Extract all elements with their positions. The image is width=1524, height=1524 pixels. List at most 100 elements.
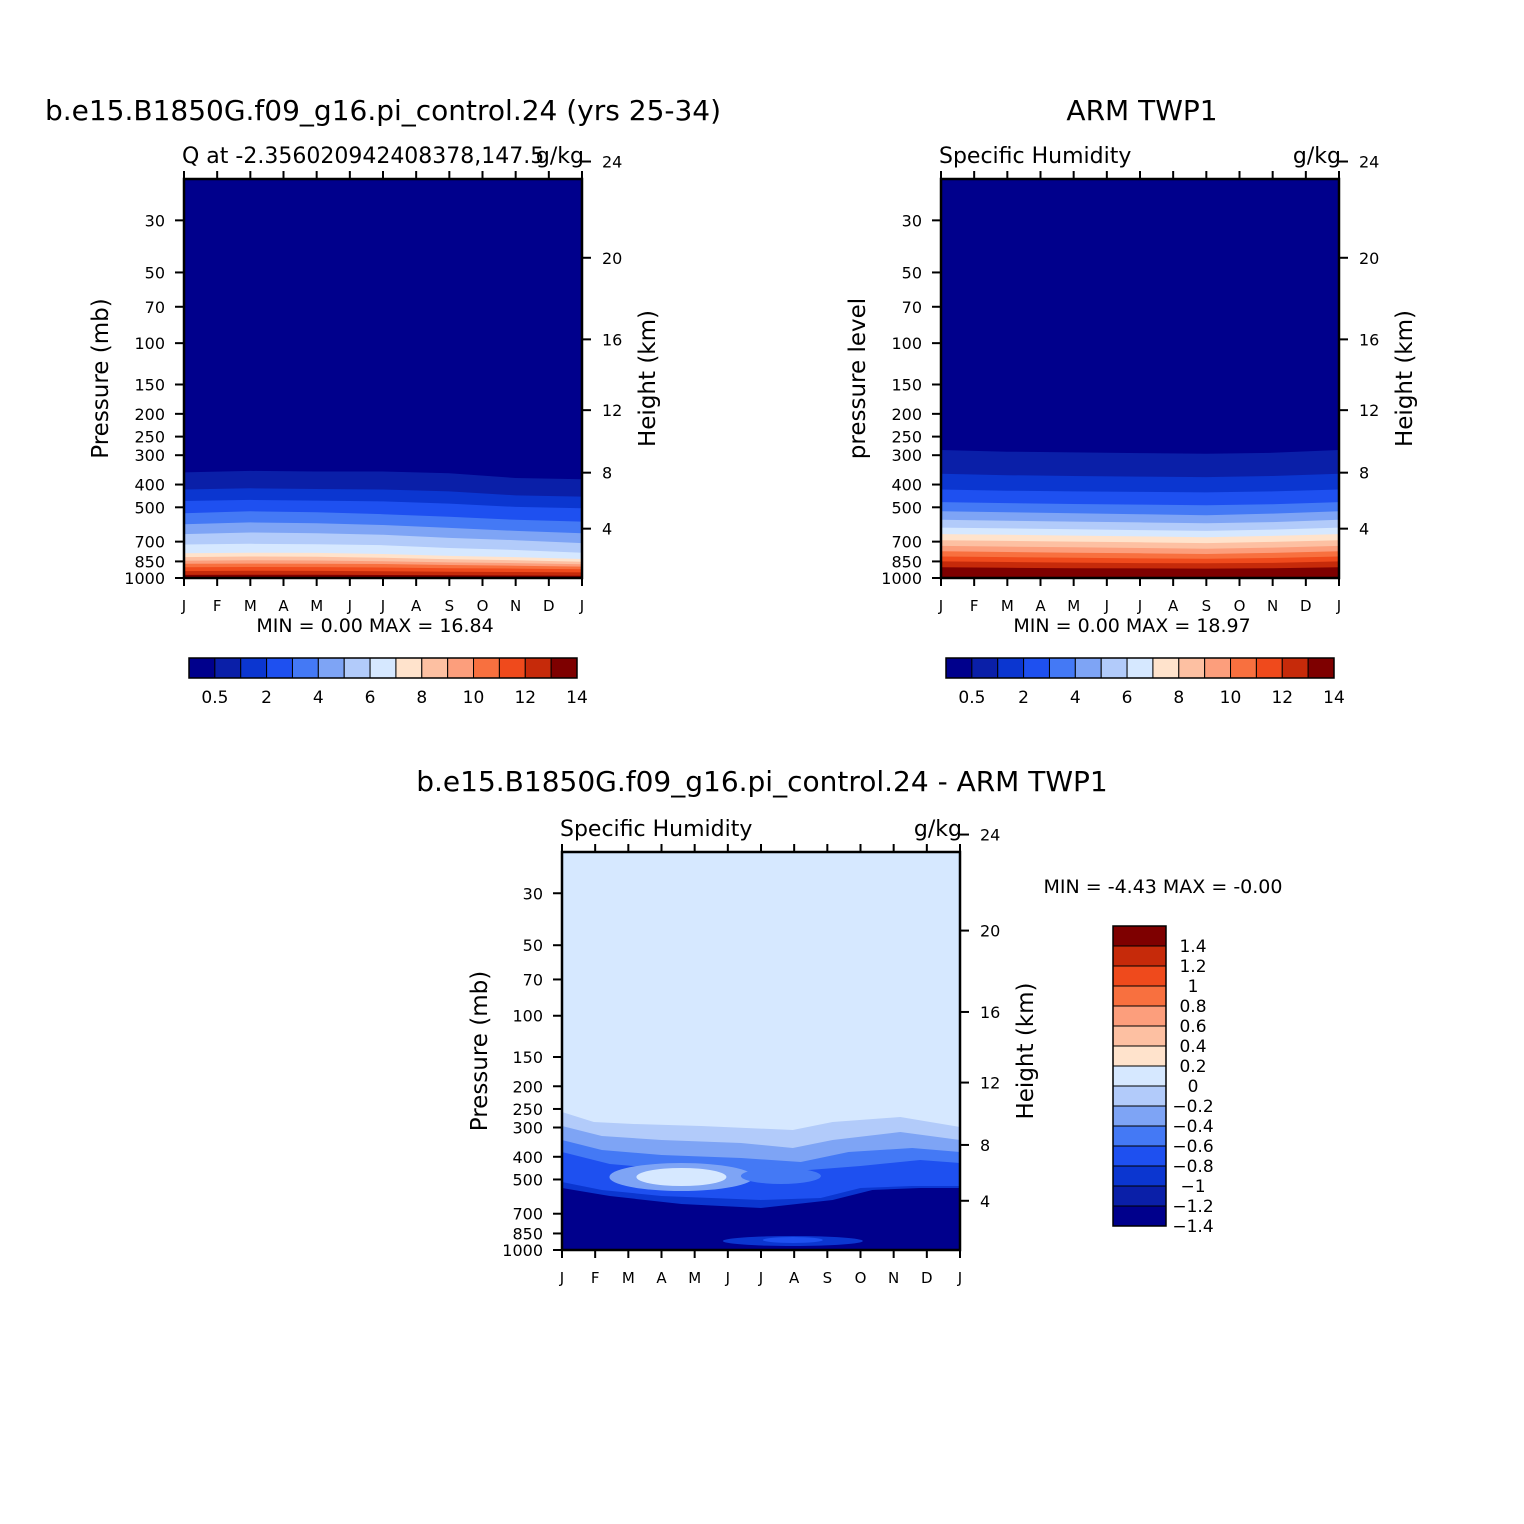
x-tick-label: J bbox=[1137, 597, 1142, 615]
colorbar-swatch bbox=[1112, 1165, 1167, 1187]
colorbar-swatch bbox=[1112, 945, 1167, 967]
panel-subtitle-units: g/kg bbox=[914, 817, 962, 842]
colorbar-label: −0.6 bbox=[1172, 1137, 1213, 1157]
colorbar-label: −1 bbox=[1180, 1177, 1205, 1197]
panel-subtitle-left: Specific Humidity bbox=[939, 144, 1131, 169]
colorbar-swatch bbox=[473, 657, 500, 679]
colorbar-swatch bbox=[1112, 1005, 1167, 1027]
x-tick-label: J bbox=[347, 597, 352, 615]
x-tick-label: M bbox=[244, 597, 257, 615]
y2-tick-label: 16 bbox=[1359, 330, 1379, 349]
colorbar-swatch bbox=[240, 657, 268, 679]
x-tick-label: A bbox=[789, 1269, 800, 1287]
colorbar-label: 0.5 bbox=[958, 688, 985, 708]
x-tick-label: J bbox=[380, 597, 385, 615]
panel-subtitle-left: Q at -2.356020942408378,147.5 bbox=[182, 144, 544, 169]
y-tick-label: 500 bbox=[134, 498, 165, 517]
y-tick-label: 30 bbox=[145, 211, 165, 230]
y-tick-label: 150 bbox=[134, 376, 165, 395]
y2-tick-label: 20 bbox=[1359, 249, 1379, 268]
colorbar: 0.5 2 4 6 8 10 12 14 bbox=[945, 657, 1345, 708]
colorbar-label: 1 bbox=[1188, 977, 1199, 997]
colorbar-label: −0.8 bbox=[1172, 1157, 1213, 1177]
y-tick-label: 400 bbox=[134, 476, 165, 495]
x-tick-label: J bbox=[579, 597, 584, 615]
y-tick-label: 300 bbox=[134, 446, 165, 465]
y-tick-label: 700 bbox=[512, 1205, 543, 1224]
y-tick-label: 700 bbox=[891, 533, 922, 552]
y2-axis-label: Height (km) bbox=[635, 310, 661, 447]
colorbar-swatch bbox=[524, 657, 552, 679]
x-tick-label: O bbox=[855, 1269, 867, 1287]
colorbar: 1.41.210.80.60.40.20−0.2−0.4−0.6−0.8−1−1… bbox=[1112, 925, 1214, 1237]
colorbar-label: 0 bbox=[1188, 1077, 1199, 1097]
y-tick-label: 850 bbox=[134, 552, 165, 571]
colorbar-label: 12 bbox=[514, 688, 536, 708]
colorbar-label: 2 bbox=[1018, 688, 1029, 708]
colorbar-swatch bbox=[1048, 657, 1076, 679]
colorbar-swatch bbox=[1112, 1105, 1167, 1127]
x-tick-label: F bbox=[213, 597, 222, 615]
x-tick-label: J bbox=[758, 1269, 763, 1287]
y-tick-label: 850 bbox=[891, 552, 922, 571]
x-tick-label: J bbox=[1104, 597, 1109, 615]
colorbar-swatch bbox=[1307, 657, 1335, 679]
x-tick-label: S bbox=[823, 1269, 833, 1287]
x-tick-label: J bbox=[1336, 597, 1341, 615]
x-tick-label: J bbox=[181, 597, 186, 615]
colorbar-swatch bbox=[1178, 657, 1206, 679]
colorbar-swatch bbox=[1152, 657, 1180, 679]
colorbar-label: 10 bbox=[463, 688, 485, 708]
y2-tick-label: 12 bbox=[1359, 401, 1379, 420]
x-tick-label: N bbox=[888, 1269, 899, 1287]
x-tick-label: M bbox=[622, 1269, 635, 1287]
y-tick-label: 200 bbox=[891, 405, 922, 424]
colorbar-label: 0.4 bbox=[1179, 1037, 1206, 1057]
colorbar-label: 1.2 bbox=[1179, 957, 1206, 977]
contour-band bbox=[636, 1168, 727, 1186]
colorbar-swatch bbox=[1074, 657, 1102, 679]
colorbar-swatch bbox=[317, 657, 345, 679]
x-tick-label: D bbox=[543, 597, 555, 615]
y-tick-label: 30 bbox=[902, 211, 922, 230]
y-tick-label: 150 bbox=[891, 376, 922, 395]
colorbar-swatch bbox=[1112, 925, 1167, 947]
x-tick-label: J bbox=[725, 1269, 730, 1287]
x-tick-label: A bbox=[411, 597, 422, 615]
colorbar: 0.5 2 4 6 8 10 12 14 bbox=[188, 657, 588, 708]
y-tick-label: 1000 bbox=[502, 1241, 543, 1260]
colorbar-swatch bbox=[1112, 1025, 1167, 1047]
x-tick-label: S bbox=[445, 597, 455, 615]
x-tick-label: N bbox=[1267, 597, 1278, 615]
y-tick-label: 150 bbox=[512, 1048, 543, 1067]
y-tick-label: 700 bbox=[134, 533, 165, 552]
colorbar-swatch bbox=[1126, 657, 1154, 679]
y-tick-label: 300 bbox=[891, 446, 922, 465]
colorbar-label: 14 bbox=[566, 688, 588, 708]
colorbar-label: 1.4 bbox=[1179, 937, 1206, 957]
y-tick-label: 1000 bbox=[124, 569, 165, 588]
x-tick-label: S bbox=[1202, 597, 1212, 615]
panel-title: ARM TWP1 bbox=[1066, 94, 1217, 127]
colorbar-frame bbox=[188, 657, 578, 679]
colorbar-swatch bbox=[1112, 1085, 1167, 1107]
contour-field bbox=[184, 179, 582, 578]
y2-tick-label: 20 bbox=[602, 249, 622, 268]
y2-tick-label: 4 bbox=[980, 1192, 990, 1211]
y2-axis-label: Height (km) bbox=[1013, 982, 1039, 1119]
colorbar-label: 0.5 bbox=[201, 688, 228, 708]
colorbar-label: 0.2 bbox=[1179, 1057, 1206, 1077]
y-tick-label: 30 bbox=[523, 884, 543, 903]
y2-axis-label: Height (km) bbox=[1392, 310, 1418, 447]
panel-subtitle-left: Specific Humidity bbox=[560, 817, 752, 842]
y2-tick-label: 16 bbox=[980, 1003, 1000, 1022]
y-axis-label: Pressure (mb) bbox=[467, 971, 493, 1131]
colorbar-label: 6 bbox=[365, 688, 376, 708]
x-tick-label: M bbox=[310, 597, 323, 615]
colorbar-frame bbox=[1112, 925, 1167, 1227]
y-tick-label: 1000 bbox=[881, 569, 922, 588]
y-tick-label: 50 bbox=[902, 263, 922, 282]
y-tick-label: 200 bbox=[134, 405, 165, 424]
y-tick-label: 400 bbox=[512, 1148, 543, 1167]
